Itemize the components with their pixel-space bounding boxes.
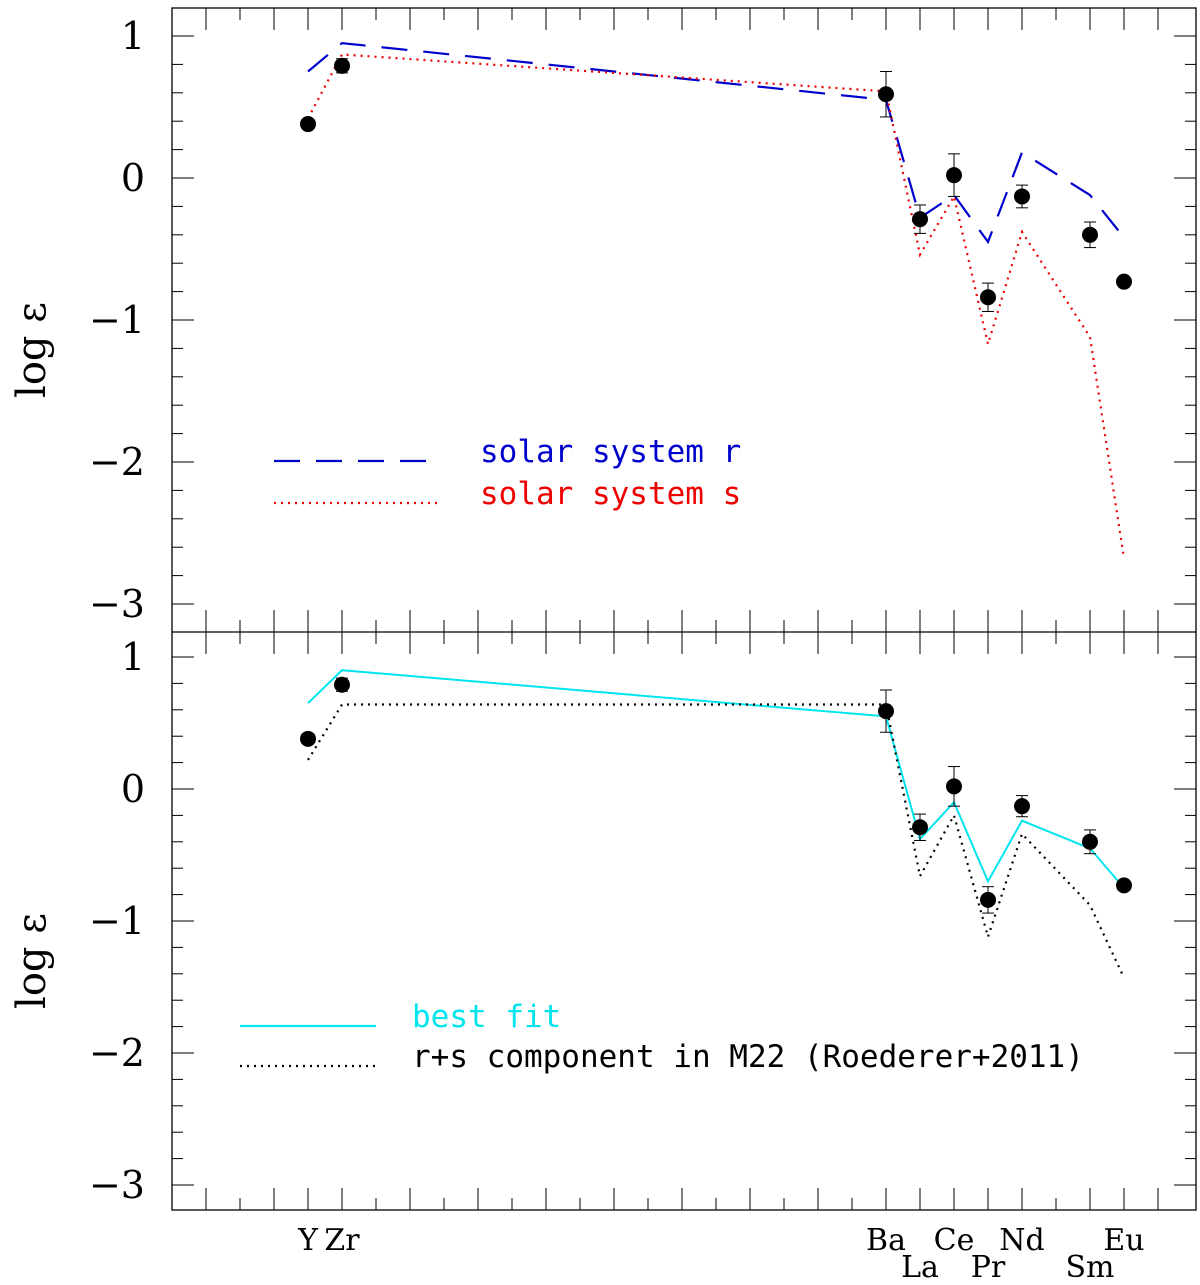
data-point [1082,833,1098,850]
data-point [980,891,996,908]
x-element-label: Zr [324,1223,360,1258]
panel-top: 1 0 −1 −2 −3 log ε solar system r solar system … [9,8,1196,632]
data-point [1116,273,1132,290]
y-tick-label: −2 [89,1031,145,1075]
y-tick-label: 0 [121,156,145,200]
data-point [1014,798,1030,815]
x-element-label: Ce [934,1223,975,1258]
y-tick-label: 1 [121,635,145,679]
series-line-solar-system-s [307,53,1126,559]
y-tick-label: −3 [89,1163,145,1207]
data-point [878,703,894,720]
data-point [300,730,316,747]
y-tick-label: −2 [89,440,145,484]
y-tick-label: −3 [89,582,145,626]
data-point [912,211,928,228]
x-element-label: Pr [971,1250,1006,1280]
y-axis-label: log ε [9,913,55,1009]
data-point [946,778,962,795]
x-element-label: Eu [1103,1223,1144,1258]
legend-label: best fit [412,999,561,1035]
x-element-label: Y [297,1223,319,1258]
plot-frame [171,7,1197,1211]
panel-bottom: 1 0 −1 −2 −3 log ε best fit r+s component in M2… [9,632,1196,1210]
legend-label: solar system s [480,476,741,512]
data-point [946,167,962,184]
data-point [334,57,350,74]
y-tick-label: 1 [121,14,145,58]
y-tick-label: −1 [89,899,145,943]
legend-label: r+s component in M22 (Roederer+2011) [412,1039,1084,1075]
x-element-label: Sm [1066,1250,1115,1280]
data-point [878,86,894,103]
data-point [980,289,996,306]
y-tick-label: −1 [89,298,145,342]
series-line-solar-system-r [307,41,1125,245]
data-point [334,676,350,693]
x-element-label: Ba [866,1223,906,1258]
data-point [300,116,316,133]
data-point [912,819,928,836]
x-element-label: La [901,1250,939,1280]
series-line-best-fit [307,669,1125,889]
legend-label: solar system r [480,434,741,470]
y-tick-label: 0 [121,767,145,811]
y-axis-label: log ε [9,302,55,398]
data-point [1082,226,1098,243]
data-point [1116,877,1132,894]
x-element-label: Nd [999,1223,1044,1258]
series-line-r-s-component-in-m22-roederer-2011- [307,703,1125,979]
data-point [1014,188,1030,205]
